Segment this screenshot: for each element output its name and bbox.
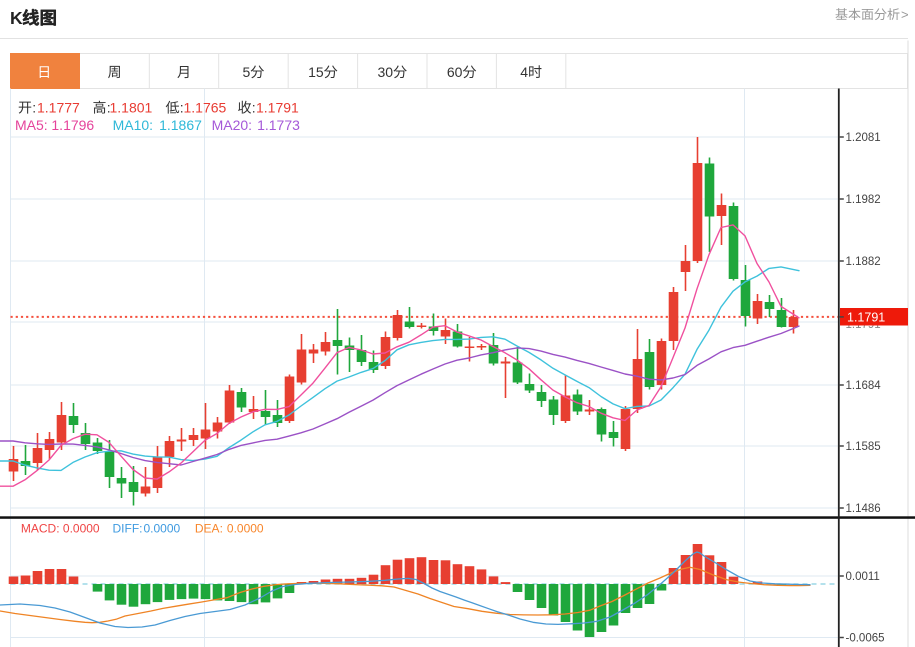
svg-text:0.0000: 0.0000 <box>63 521 100 535</box>
svg-text:15: 15 <box>308 64 324 80</box>
svg-text:MA5:: MA5: <box>15 117 48 133</box>
svg-text:1.1801: 1.1801 <box>110 100 153 116</box>
svg-text:K: K <box>10 8 23 28</box>
svg-text:1.1791: 1.1791 <box>256 100 299 116</box>
svg-text:MA20:: MA20: <box>212 117 252 133</box>
svg-text:30: 30 <box>378 64 394 80</box>
svg-text:1.1867: 1.1867 <box>159 117 202 133</box>
svg-text:DIFF:: DIFF: <box>113 521 143 535</box>
svg-text:1.1796: 1.1796 <box>51 117 94 133</box>
svg-text:-0.0065: -0.0065 <box>846 633 885 645</box>
svg-text::: : <box>252 100 256 116</box>
svg-text:DEA:: DEA: <box>195 521 223 535</box>
svg-text:0.0000: 0.0000 <box>144 521 181 535</box>
svg-text::: : <box>32 100 36 116</box>
svg-text:60: 60 <box>447 64 463 80</box>
svg-text:4: 4 <box>520 64 528 80</box>
svg-text:1.1777: 1.1777 <box>37 100 80 116</box>
svg-text:MA10:: MA10: <box>113 117 153 133</box>
svg-text::: : <box>180 100 184 116</box>
svg-text:1.1765: 1.1765 <box>184 100 227 116</box>
svg-text:1.1684: 1.1684 <box>846 380 882 392</box>
svg-text:>: > <box>901 7 909 22</box>
svg-text::: : <box>107 100 111 116</box>
svg-text:1.1585: 1.1585 <box>846 441 881 453</box>
svg-text:1.1773: 1.1773 <box>257 117 300 133</box>
svg-text:1.1882: 1.1882 <box>846 256 881 268</box>
svg-text:1.1982: 1.1982 <box>846 194 881 206</box>
svg-text:MACD:: MACD: <box>21 521 60 535</box>
svg-text:0.0011: 0.0011 <box>846 571 880 583</box>
svg-text:5: 5 <box>243 64 251 80</box>
svg-text:1.2081: 1.2081 <box>846 132 881 144</box>
svg-text:1.1486: 1.1486 <box>846 503 881 515</box>
svg-text:0.0000: 0.0000 <box>227 521 264 535</box>
svg-text:1.1791: 1.1791 <box>847 311 885 325</box>
